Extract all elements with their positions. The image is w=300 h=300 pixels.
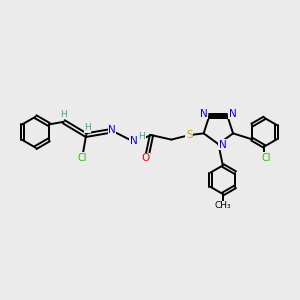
Text: Cl: Cl [78,153,87,163]
Text: H: H [60,110,67,119]
Text: N: N [229,109,237,119]
Text: O: O [141,153,149,163]
Text: S: S [186,130,193,140]
Text: N: N [108,125,116,135]
Text: H: H [84,123,91,132]
Text: H: H [139,132,145,141]
Text: N: N [200,109,208,119]
Text: N: N [219,140,227,150]
Text: CH₃: CH₃ [214,201,231,210]
Text: Cl: Cl [261,153,271,163]
Text: N: N [130,136,137,146]
